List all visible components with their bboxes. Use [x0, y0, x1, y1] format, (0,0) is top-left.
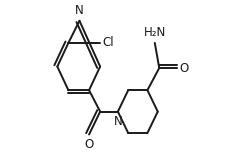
Text: Cl: Cl — [102, 36, 114, 49]
Text: N: N — [114, 115, 123, 128]
Text: O: O — [179, 62, 188, 75]
Text: N: N — [75, 4, 84, 17]
Text: O: O — [84, 138, 94, 151]
Text: H₂N: H₂N — [144, 26, 166, 39]
